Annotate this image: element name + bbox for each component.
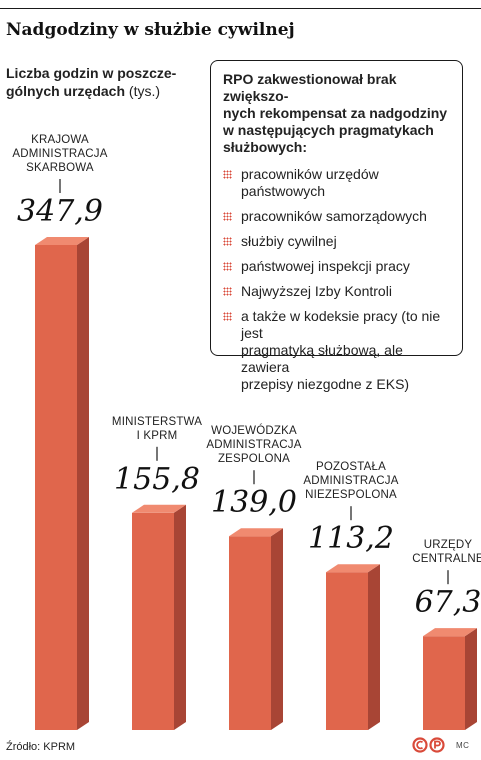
dot-grid-bullet-icon [223,170,232,179]
bar-top-face [326,564,380,573]
rpo-list-item: a także w kodeksie pracy (to nie jest pr… [223,308,452,393]
rpo-heading-line: nych rekompensat za nadgodziny [223,105,448,121]
bar-top-face [132,504,186,513]
value-label: 113,2 [308,521,394,556]
rpo-item-line: państwowej inspekcji pracy [241,258,410,274]
rpo-item-text: państwowej inspekcji pracy [241,258,410,275]
subtitle-line-2: gólnych urzędach (tys.) [6,82,196,100]
bar-top-face [423,628,477,637]
bar [423,636,465,730]
rpo-list-item: Najwyższej Izby Kontroli [223,283,452,300]
rpo-info-box: RPO zakwestionował brak zwiększo- nych r… [210,60,463,392]
dot-grid-bullet-icon [223,312,232,321]
category-label: WOJEWÓDZKA [211,424,297,437]
dot-grid-bullet-icon [223,237,232,246]
category-label: ADMINISTRACJA [303,475,398,487]
rpo-item-text: pracowników samorządowych [241,208,427,225]
rpo-heading-line: służbowych: [223,139,308,155]
rpo-heading-line: RPO zakwestionował brak zwiększo- [223,71,397,104]
category-label: SKARBOWA [26,162,94,174]
bar [132,512,174,730]
bar-top-face [229,528,283,537]
bar [35,245,77,730]
rpo-item-text: a także w kodeksie pracy (to nie jest pr… [241,308,452,393]
dot-grid-bullet-icon [223,262,232,271]
author-credit: MC [456,741,470,750]
bar-side-face [271,528,283,730]
category-label: POZOSTAŁA [316,461,386,473]
top-rule [0,8,481,9]
page-title: Nadgodziny w służbie cywilnej [6,20,295,40]
rpo-list-item: pracowników samorządowych [223,208,452,225]
subtitle-unit: (tys.) [128,83,161,99]
value-label: 347,9 [17,194,103,229]
chart-subtitle: Liczba godzin w poszcze- gólnych urzędac… [6,64,196,100]
category-label: ZESPOLONA [218,453,290,465]
rpo-item-line: Najwyższej Izby Kontroli [241,283,392,299]
rpo-item-text: służbiy cywilnej [241,233,337,250]
category-label: ADMINISTRACJA [206,439,301,451]
dot-grid-bullet-icon [223,212,232,221]
rpo-item-text: Najwyższej Izby Kontroli [241,283,392,300]
rpo-item-line: a także w kodeksie pracy (to nie jest [241,308,441,341]
category-label: NIEZESPOLONA [305,489,397,501]
rpo-item-line: pracowników samorządowych [241,208,427,224]
rpo-item-line: pragmatyką służbową, ale zawiera [241,342,403,375]
subtitle-text: gólnych urzędach [6,83,126,99]
rpo-list-item: państwowej inspekcji pracy [223,258,452,275]
category-label: CENTRALNE [412,553,481,565]
rpo-heading: RPO zakwestionował brak zwiększo- nych r… [223,71,452,156]
rpo-list-item: pracowników urzędów państwowych [223,166,452,200]
publisher-logo-icon [412,737,445,753]
category-label: MINISTERSTWA [112,416,202,428]
bar-side-face [368,564,380,730]
rpo-list-item: służbiy cywilnej [223,233,452,250]
bar-side-face [465,628,477,730]
dot-grid-bullet-icon [223,287,232,296]
rpo-item-line: służbiy cywilnej [241,233,337,249]
bar [229,536,271,730]
rpo-item-line: pracowników urzędów [241,166,379,182]
category-label: URZĘDY [424,539,473,551]
bar-side-face [174,504,186,730]
bar-side-face [77,237,89,730]
value-label: 67,3 [415,585,481,620]
category-label: ADMINISTRACJA [12,148,107,160]
bar-top-face [35,237,89,245]
rpo-item-text: pracowników urzędów państwowych [241,166,379,200]
value-label: 155,8 [114,462,200,497]
bar [326,572,368,730]
category-label: I KPRM [137,430,178,442]
subtitle-line-1: Liczba godzin w poszcze- [6,65,177,81]
rpo-item-line: przepisy niezgodne z EKS) [241,376,410,392]
value-label: 139,0 [211,485,297,520]
source-note: Źródło: KPRM [6,741,76,753]
rpo-item-line: państwowych [241,183,326,199]
category-label: KRAJOWA [31,134,89,146]
rpo-heading-line: w następujących pragmatykach [223,122,434,138]
